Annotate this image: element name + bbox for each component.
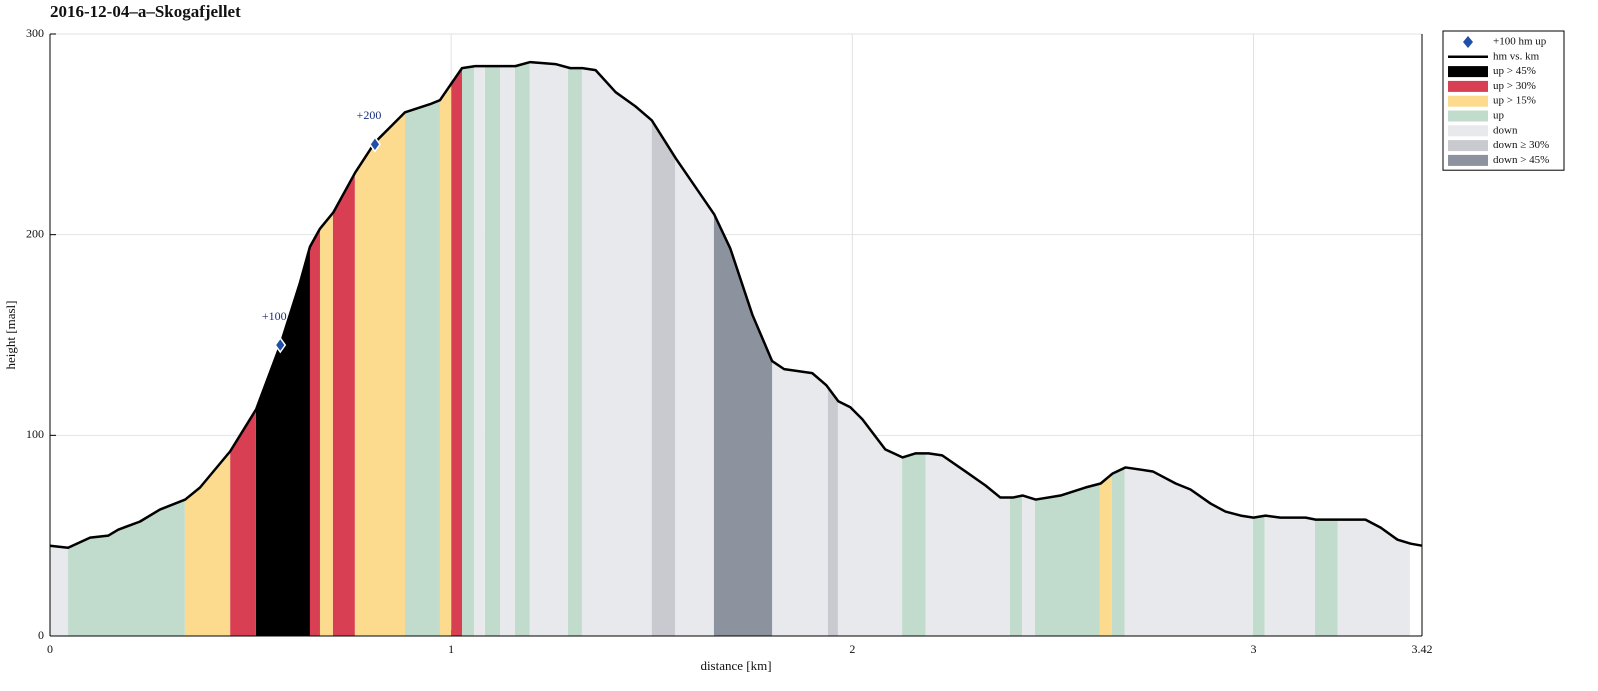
grade-band — [1314, 519, 1338, 636]
grade-band — [462, 66, 475, 637]
legend-label: up > 30% — [1493, 80, 1536, 92]
grade-band — [1099, 474, 1112, 636]
legend-label: up > 45% — [1493, 65, 1536, 77]
grade-band — [500, 66, 515, 636]
legend-label: down > 45% — [1493, 154, 1549, 166]
legend-swatch — [1448, 66, 1488, 78]
y-tick-label: 200 — [26, 226, 44, 240]
legend-label: up > 15% — [1493, 95, 1536, 107]
legend-label: up — [1493, 110, 1505, 122]
milestone-label: +100 — [262, 309, 287, 323]
grade-band — [309, 228, 320, 636]
grade-band — [772, 361, 828, 636]
grade-band — [354, 112, 406, 636]
grade-band — [484, 66, 501, 636]
grade-band — [439, 83, 452, 637]
grade-band — [567, 67, 582, 636]
legend-swatch — [1448, 154, 1488, 166]
grade-band — [529, 62, 568, 637]
grade-band — [184, 451, 231, 636]
chart-title: 2016-12-04–a–Skogafjellet — [50, 2, 241, 21]
grade-band — [713, 214, 773, 637]
grade-band — [319, 213, 333, 636]
legend-marker — [1463, 36, 1473, 48]
grade-band — [675, 157, 714, 636]
grade-band — [1124, 467, 1253, 636]
grade-band — [332, 173, 355, 636]
grade-band — [827, 387, 838, 636]
grade-band — [837, 400, 903, 636]
milestone-label: +200 — [357, 108, 382, 122]
x-axis-label: distance [km] — [700, 658, 771, 673]
grade-band — [50, 545, 69, 636]
x-tick-label: 1 — [448, 642, 454, 656]
y-tick-label: 100 — [26, 427, 44, 441]
grade-band — [1337, 519, 1410, 636]
legend-swatch — [1448, 140, 1488, 152]
grade-band — [1009, 495, 1023, 636]
legend-label: +100 hm up — [1493, 36, 1547, 48]
milestone-marker — [369, 136, 381, 153]
y-tick-label: 0 — [38, 628, 44, 642]
grade-band — [405, 100, 440, 637]
legend-label: down ≥ 30% — [1493, 139, 1549, 151]
y-tick-label: 300 — [26, 26, 44, 40]
grade-band — [1034, 483, 1100, 636]
legend-swatch — [1448, 110, 1488, 122]
grade-band — [651, 120, 676, 636]
grade-band — [902, 453, 926, 636]
grade-band — [255, 246, 310, 636]
legend-label: hm vs. km — [1493, 50, 1540, 62]
grade-band — [581, 68, 652, 636]
grade-band — [230, 409, 256, 636]
x-tick-label: 3 — [1251, 642, 1257, 656]
grade-band — [514, 62, 530, 637]
milestone-marker — [274, 336, 287, 354]
grade-band — [925, 453, 1010, 636]
grade-band — [1111, 467, 1125, 636]
legend-label: down — [1493, 124, 1518, 136]
profile-line — [49, 60, 1423, 549]
grade-band — [68, 499, 185, 636]
x-tick-label: 0 — [47, 642, 53, 656]
grade-band — [1252, 515, 1265, 636]
grade-band — [451, 68, 463, 636]
grade-band — [474, 66, 485, 636]
x-tick-label: 2 — [849, 642, 855, 656]
grade-band — [1264, 515, 1315, 636]
legend-swatch — [1448, 95, 1488, 107]
x-tick-label: 3.42 — [1412, 642, 1433, 656]
y-axis-label: height [masl] — [3, 301, 18, 370]
legend-swatch — [1448, 125, 1488, 137]
grade-band — [1022, 495, 1035, 636]
legend-swatch — [1448, 80, 1488, 92]
